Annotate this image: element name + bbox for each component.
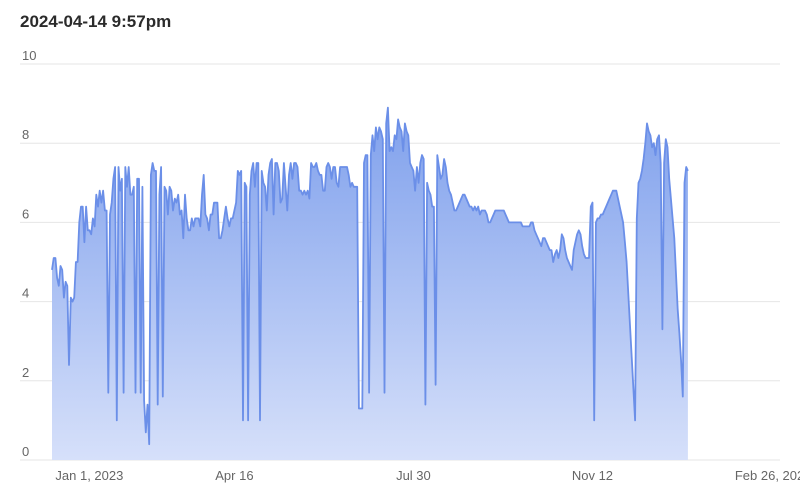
x-axis: Jan 1, 2023 Apr 16 Jul 30 Nov 12 Feb 26, 202… [55,468,800,483]
y-tick-label: 10 [22,48,36,63]
x-tick-label: Nov 12 [572,468,613,483]
y-tick-label: 2 [22,365,29,380]
chart-timestamp: 2024-04-14 9:57pm [20,12,172,31]
x-tick-label: Apr 16 [215,468,253,483]
y-axis: 0 2 4 6 8 10 [22,48,36,459]
x-tick-label: Jul 30 [396,468,431,483]
series-line[interactable] [51,106,689,446]
y-tick-label: 6 [22,206,29,221]
y-tick-label: 8 [22,127,29,142]
x-tick-label: Jan 1, 2023 [55,468,123,483]
y-tick-label: 0 [22,444,29,459]
x-tick-label: Feb 26, 2024 [735,468,800,483]
y-tick-label: 4 [22,286,29,301]
